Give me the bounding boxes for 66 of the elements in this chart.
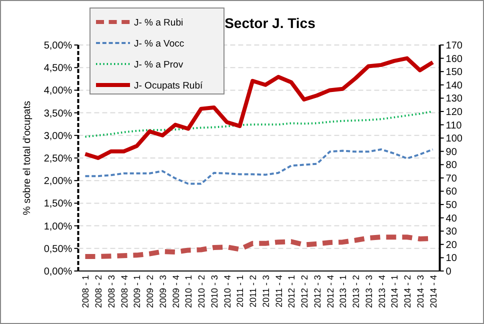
y2-tick-label: 130 bbox=[446, 94, 463, 105]
y-tick-label: 3,50% bbox=[44, 108, 72, 120]
y-tick-label: 2,50% bbox=[44, 154, 72, 164]
x-tick-label: 2009 - 2 bbox=[145, 275, 156, 308]
y2-tick-label: 160 bbox=[446, 54, 463, 65]
x-tick-label: 2009 - 3 bbox=[158, 275, 168, 308]
x-tick-label: 2013 - 2 bbox=[351, 275, 362, 308]
line-series bbox=[84, 148, 434, 185]
y2-tick-label: 170 bbox=[446, 40, 463, 52]
x-tick-label: 2008 - 1 bbox=[80, 275, 91, 308]
y2-tick-label: 100 bbox=[446, 134, 463, 145]
x-tick-label: 2009 - 4 bbox=[170, 275, 181, 308]
x-tick-label: 2013 - 3 bbox=[364, 275, 374, 308]
y2-tick-label: 60 bbox=[446, 186, 458, 198]
y-tick-label: 3,00% bbox=[44, 130, 72, 142]
line-series bbox=[83, 56, 435, 160]
x-tick-label: 2008 - 2 bbox=[94, 275, 104, 308]
x-tick-label: 2014 - 2 bbox=[402, 275, 413, 308]
x-tick-label: 2014 - 4 bbox=[428, 275, 438, 308]
y2-tick-label: 10 bbox=[446, 253, 458, 264]
y-axis-title: % sobre el total d'ocupats bbox=[22, 100, 33, 216]
y-tick-label: 4,50% bbox=[44, 63, 72, 74]
x-tick-label: 2011 - 4 bbox=[274, 275, 284, 308]
x-tick-label: 2012 - 4 bbox=[325, 275, 336, 308]
x-tick-label: 2010 - 2 bbox=[196, 275, 207, 308]
y-tick-label: 1,50% bbox=[44, 198, 72, 210]
legend-label: J- % a Prov bbox=[134, 59, 184, 70]
x-tick-label: 2012 - 3 bbox=[312, 275, 322, 308]
x-tick-label: 2013 - 4 bbox=[376, 275, 387, 308]
y-tick-label: 5,00% bbox=[44, 40, 72, 52]
y2-tick-label: 0 bbox=[446, 266, 452, 278]
y-tick-label: 4,00% bbox=[44, 86, 72, 97]
x-tick-label: 2011 - 2 bbox=[248, 275, 258, 308]
y2-tick-label: 110 bbox=[446, 120, 462, 132]
y2-tick-label: 70 bbox=[446, 173, 458, 184]
x-tick-label: 2012 - 1 bbox=[286, 275, 297, 308]
x-tick-label: 2012 - 2 bbox=[300, 275, 310, 308]
x-tick-label: 2010 - 1 bbox=[184, 275, 194, 308]
legend-label: J- % a Vocc bbox=[134, 38, 184, 50]
y-tick-label: 0,00% bbox=[44, 266, 72, 278]
x-tick-label: 2014 - 1 bbox=[390, 275, 400, 308]
x-tick-label: 2010 - 3 bbox=[209, 275, 220, 308]
y-tick-label: 1,00% bbox=[44, 221, 72, 232]
y2-tick-label: 140 bbox=[446, 80, 463, 92]
x-tick-label: 2011 - 1 bbox=[235, 275, 246, 308]
y2-tick-label: 90 bbox=[446, 146, 458, 158]
y2-tick-label: 150 bbox=[446, 67, 463, 78]
x-tick-label: 2008 - 3 bbox=[106, 275, 116, 308]
legend-label: J- Ocupats Rubí bbox=[134, 80, 203, 92]
x-tick-label: 2010 - 4 bbox=[222, 275, 232, 308]
y2-tick-label: 20 bbox=[446, 240, 458, 251]
y2-tick-label: 40 bbox=[446, 213, 458, 224]
y-tick-label: 2,00% bbox=[44, 176, 72, 188]
y2-tick-label: 30 bbox=[446, 226, 458, 238]
y2-tick-label: 80 bbox=[446, 160, 458, 172]
line-series bbox=[84, 110, 434, 138]
legend-label: J- % a Rubi bbox=[134, 17, 184, 28]
x-tick-label: 2011 - 3 bbox=[260, 275, 271, 308]
x-tick-label: 2014 - 3 bbox=[415, 275, 426, 308]
y2-tick-label: 50 bbox=[446, 200, 458, 212]
x-tick-label: 2008 - 4 bbox=[119, 275, 130, 308]
chart-title: Sector J. Tics bbox=[224, 15, 316, 31]
x-tick-label: 2013 - 1 bbox=[338, 275, 348, 308]
y2-tick-label: 120 bbox=[446, 106, 463, 118]
x-tick-label: 2009 - 1 bbox=[132, 275, 142, 308]
y-tick-label: 0,50% bbox=[44, 244, 72, 255]
